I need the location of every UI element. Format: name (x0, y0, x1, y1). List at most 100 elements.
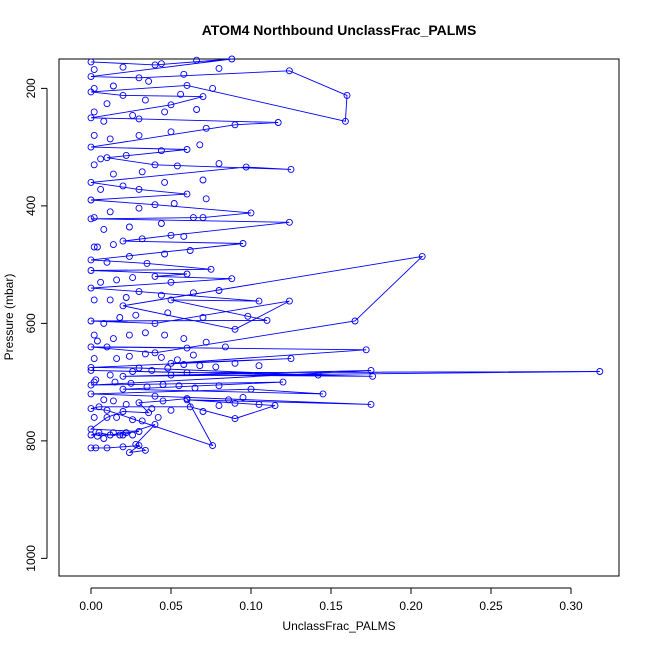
data-point (138, 168, 146, 176)
data-point (314, 371, 322, 379)
data-point (180, 361, 188, 368)
data-point (113, 355, 121, 363)
data-point (167, 359, 175, 367)
data-point (170, 200, 178, 207)
data-point (228, 55, 236, 63)
data-point (319, 390, 327, 398)
x-tick-label: 0.25 (479, 599, 503, 613)
data-point (199, 214, 207, 222)
data-point (159, 397, 167, 405)
data-point (191, 384, 199, 392)
data-point (148, 366, 156, 374)
data-point (180, 70, 188, 78)
data-point (135, 428, 143, 435)
data-point (418, 252, 426, 260)
data-point (119, 182, 127, 190)
data-point (186, 403, 194, 411)
x-tick-label: 0.30 (559, 599, 583, 613)
data-point (199, 176, 207, 184)
data-point (90, 296, 98, 304)
data-point (90, 108, 98, 116)
data-point (231, 325, 239, 333)
data-point (199, 93, 207, 101)
data-point (285, 67, 293, 75)
data-point (189, 351, 197, 359)
data-point (135, 288, 143, 296)
data-point (215, 64, 223, 72)
data-point (87, 178, 95, 186)
data-point (231, 415, 239, 423)
data-point (177, 90, 185, 98)
data-point (106, 135, 114, 143)
data-point (151, 272, 159, 280)
data-point (151, 420, 159, 428)
data-point (263, 316, 271, 324)
data-point (148, 405, 156, 413)
data-point (157, 220, 165, 227)
data-point (119, 372, 127, 380)
data-point (274, 119, 282, 126)
data-point (151, 201, 159, 209)
data-point (87, 267, 95, 274)
data-point (362, 346, 370, 354)
data-point (93, 243, 101, 251)
plot-area (58, 58, 620, 577)
data-point (100, 435, 108, 442)
data-point (95, 403, 103, 411)
y-axis: 200 400 600 800 1000 (24, 78, 48, 572)
data-point (103, 444, 111, 452)
data-point (151, 61, 159, 69)
data-point (193, 106, 201, 113)
data-point (183, 270, 191, 278)
data-point (92, 444, 100, 452)
data-point (103, 413, 111, 421)
data-point (119, 385, 127, 393)
y-tick-label: 800 (24, 431, 38, 451)
data-point (239, 240, 247, 247)
data-point (186, 247, 194, 254)
data-point (109, 241, 117, 249)
data-point (341, 117, 349, 125)
data-point (129, 368, 137, 375)
data-point (106, 208, 114, 216)
data-point (90, 331, 98, 339)
data-point (132, 440, 140, 448)
x-tick-label: 0.10 (239, 599, 263, 613)
data-point (103, 154, 111, 162)
data-point (90, 66, 98, 74)
data-point (125, 352, 133, 360)
data-point (116, 431, 124, 439)
data-point (122, 400, 130, 408)
data-point (239, 393, 247, 401)
data-point (183, 190, 191, 198)
data-point (109, 429, 117, 437)
data-point (202, 195, 210, 203)
data-point (287, 165, 295, 173)
data-point (173, 356, 181, 364)
data-point (87, 444, 95, 452)
data-point (97, 155, 105, 163)
data-point (215, 287, 223, 294)
data-point (167, 371, 175, 379)
data-point (343, 91, 351, 99)
data-point (113, 413, 121, 421)
data-point (119, 237, 127, 245)
data-point (183, 369, 191, 377)
x-tick-label: 0.20 (399, 599, 423, 613)
data-point (141, 446, 149, 454)
data-point (596, 368, 604, 375)
data-point (93, 432, 101, 440)
data-point (122, 151, 130, 159)
data-point (87, 58, 95, 66)
data-point (183, 396, 191, 404)
data-point (113, 276, 121, 284)
data-point (279, 378, 287, 386)
data-point (109, 335, 117, 343)
data-point (161, 250, 169, 258)
data-point (193, 56, 201, 64)
data-point (151, 392, 159, 400)
data-point (244, 312, 252, 320)
data-point (90, 355, 98, 363)
data-point (87, 405, 95, 413)
